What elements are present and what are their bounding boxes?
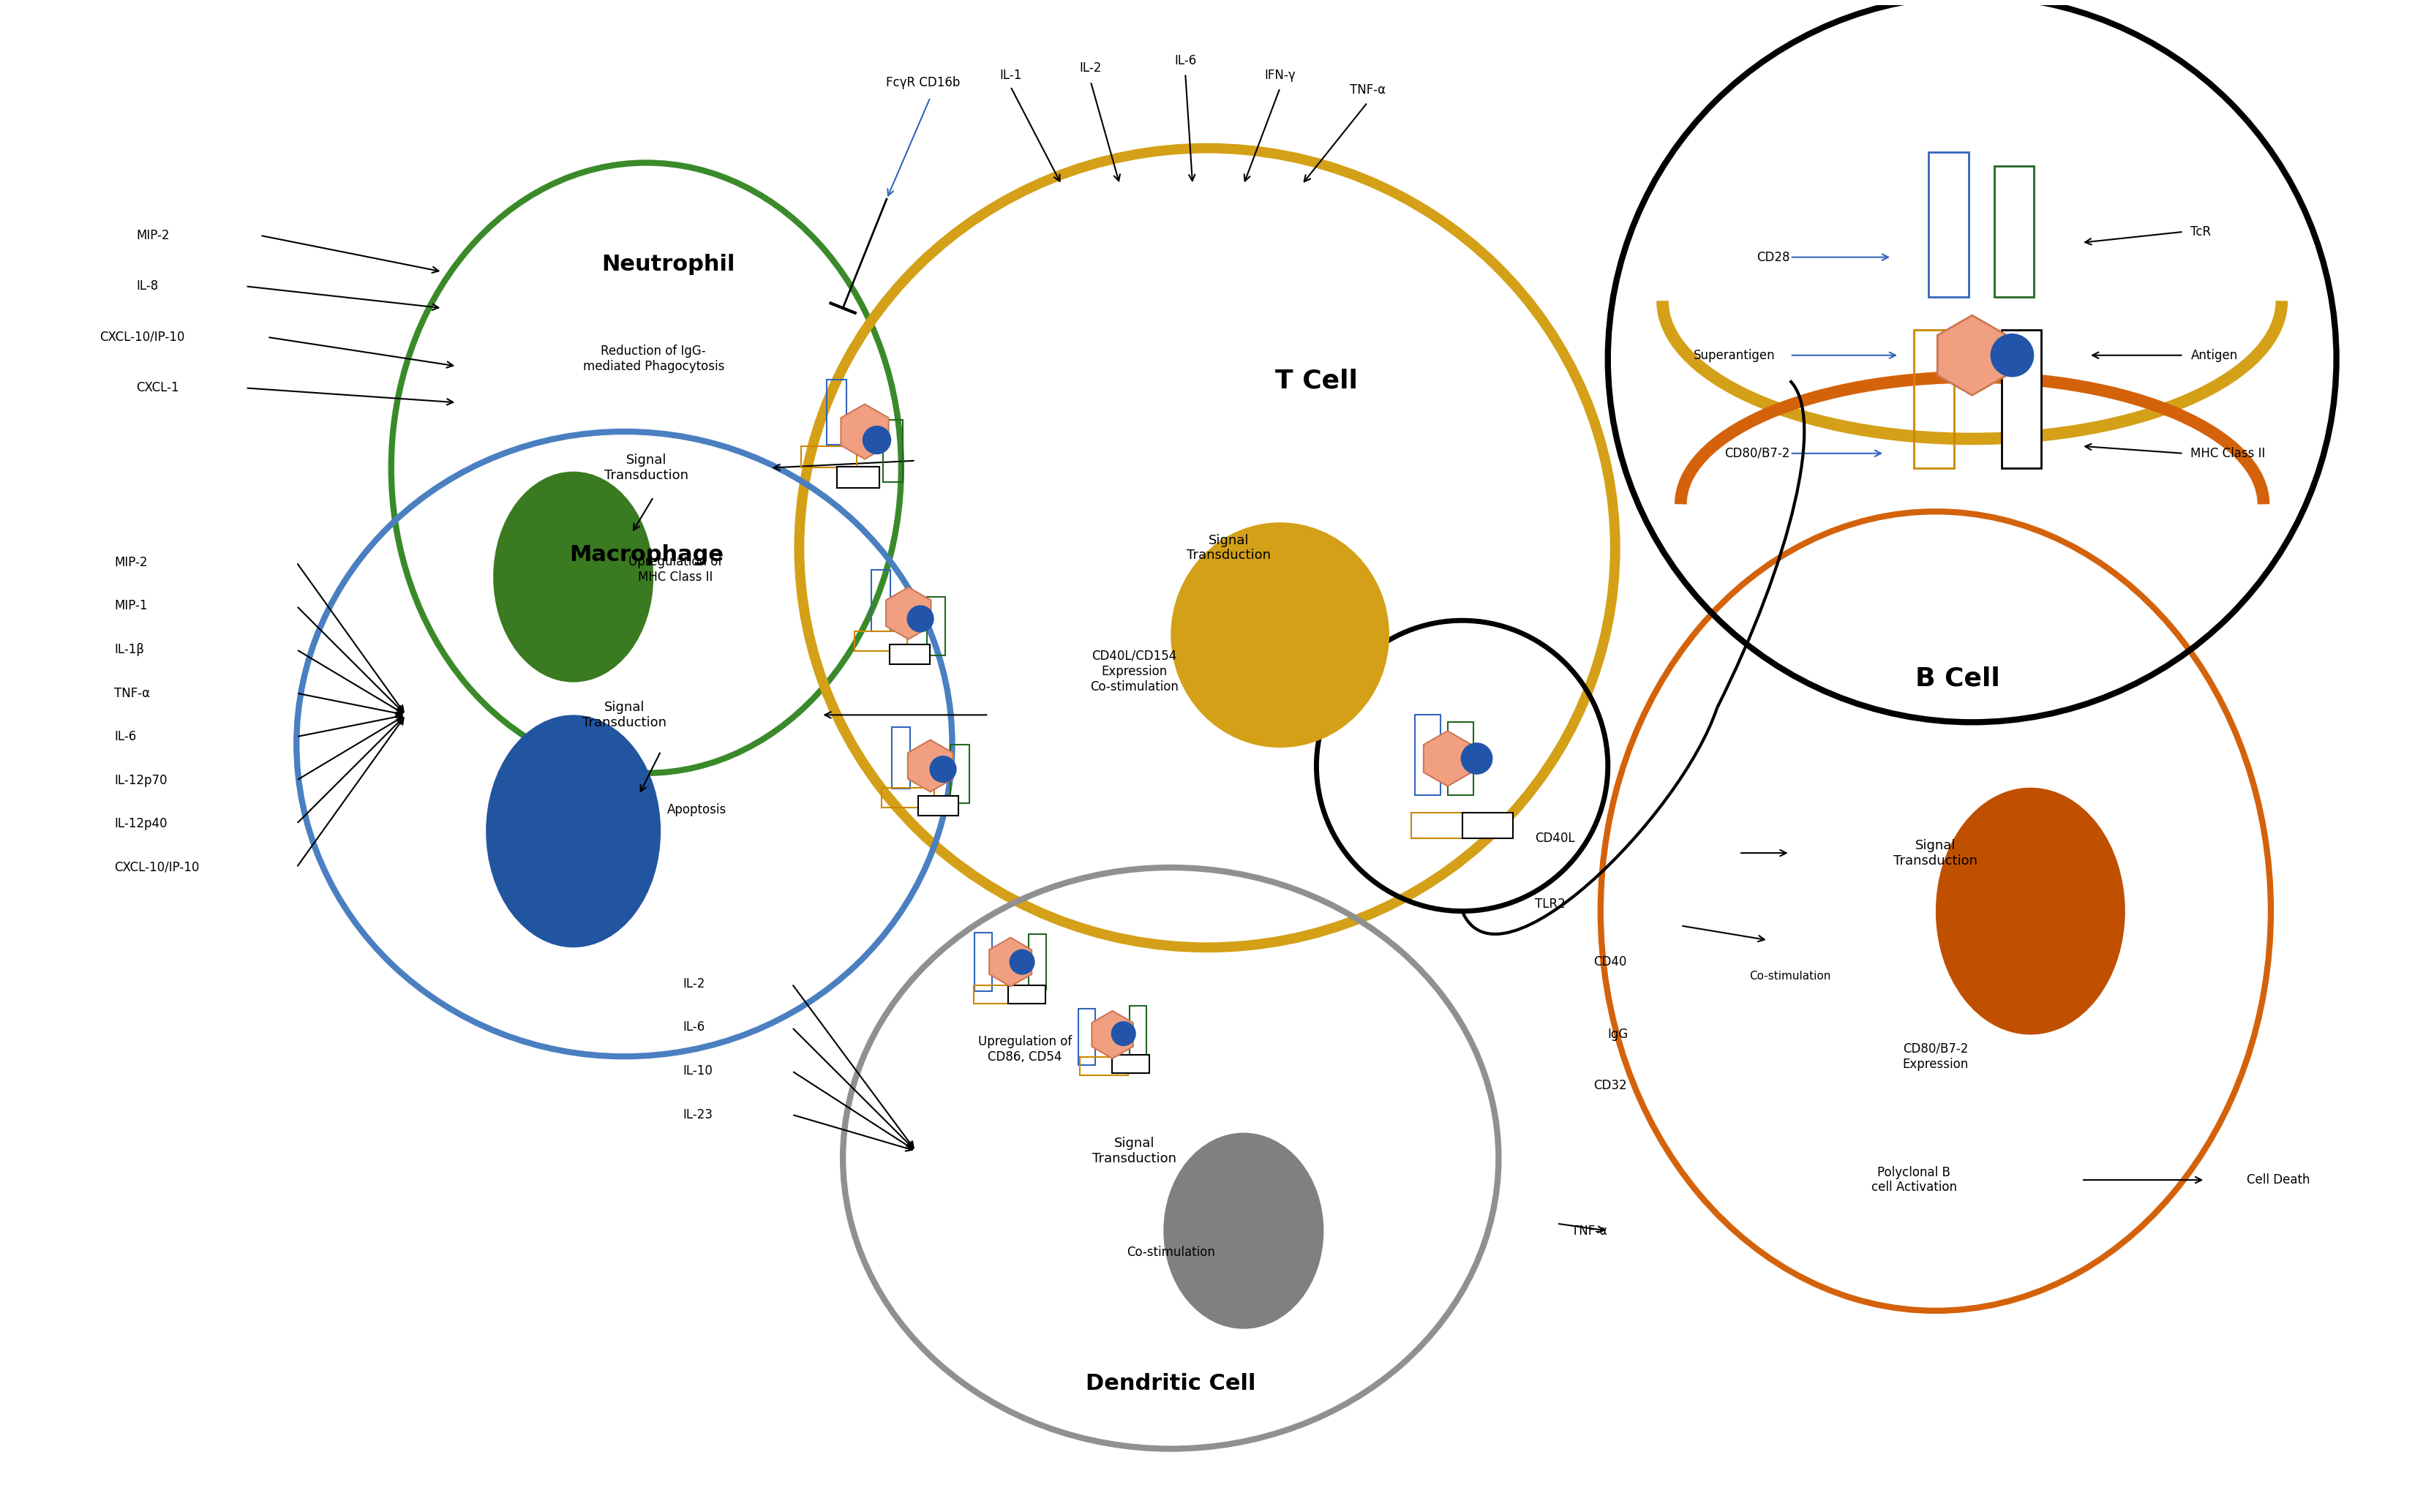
Text: Co-stimulation: Co-stimulation [1750, 971, 1830, 981]
Text: TNF-α: TNF-α [1572, 1225, 1606, 1237]
Text: MIP-2: MIP-2 [136, 228, 170, 242]
Text: TNF-α: TNF-α [114, 686, 151, 700]
Text: CXCL-1: CXCL-1 [136, 381, 180, 395]
Text: IL-23: IL-23 [682, 1108, 713, 1122]
Text: IgG: IgG [1609, 1028, 1628, 1042]
Bar [888, 644, 930, 664]
Text: Signal
Transduction: Signal Transduction [1188, 534, 1271, 562]
Text: CD28: CD28 [1757, 251, 1789, 263]
Text: Co-stimulation: Co-stimulation [1127, 1246, 1215, 1259]
Bar [1081, 1057, 1129, 1075]
Text: IL-8: IL-8 [136, 280, 158, 293]
Text: IL-2: IL-2 [682, 977, 706, 990]
Text: CD40L: CD40L [1536, 832, 1575, 845]
Text: CD40: CD40 [1594, 956, 1626, 969]
Bar [884, 420, 903, 482]
Text: Signal
Transduction: Signal Transduction [582, 700, 667, 729]
Text: MIP-1: MIP-1 [114, 599, 148, 612]
Text: Signal
Transduction: Signal Transduction [1093, 1137, 1176, 1166]
Ellipse shape [1171, 523, 1390, 747]
Bar [1412, 813, 1470, 839]
Bar [974, 933, 993, 990]
Bar [1928, 151, 1969, 298]
Text: TNF-α: TNF-α [1348, 83, 1385, 97]
Circle shape [1460, 742, 1492, 774]
Text: Signal
Transduction: Signal Transduction [604, 454, 689, 482]
Text: Reduction of IgG-
mediated Phagocytosis: Reduction of IgG- mediated Phagocytosis [582, 345, 725, 373]
Bar [2001, 330, 2042, 467]
Text: T Cell: T Cell [1275, 369, 1358, 393]
Bar [1078, 1009, 1095, 1066]
Bar [974, 986, 1025, 1004]
Text: MHC Class II: MHC Class II [2191, 448, 2266, 460]
Bar [918, 797, 959, 816]
Text: Neutrophil: Neutrophil [601, 254, 735, 275]
Bar [1993, 166, 2035, 298]
Text: IL-2: IL-2 [1081, 62, 1103, 76]
Text: B Cell: B Cell [1916, 667, 2001, 691]
Bar [801, 446, 857, 467]
Bar [871, 570, 891, 631]
Text: CD32: CD32 [1594, 1080, 1626, 1092]
Text: Apoptosis: Apoptosis [667, 803, 728, 816]
Bar [854, 631, 908, 650]
Ellipse shape [1935, 788, 2125, 1034]
Text: Upregulation of
MHC Class II: Upregulation of MHC Class II [628, 555, 723, 584]
Text: CD80/B7-2
Expression: CD80/B7-2 Expression [1903, 1042, 1969, 1070]
Text: IL-10: IL-10 [682, 1064, 713, 1078]
Text: MIP-2: MIP-2 [114, 556, 148, 569]
Text: IFN-γ: IFN-γ [1263, 70, 1295, 82]
Text: TcR: TcR [2191, 225, 2210, 239]
Text: IL-1β: IL-1β [114, 643, 144, 656]
Bar [891, 727, 910, 789]
Ellipse shape [1163, 1132, 1324, 1329]
Bar [1414, 715, 1441, 795]
Circle shape [862, 426, 891, 455]
Text: IL-12p40: IL-12p40 [114, 818, 168, 830]
Text: Dendritic Cell: Dendritic Cell [1086, 1373, 1256, 1394]
Text: FcγR CD16b: FcγR CD16b [886, 76, 959, 89]
Bar [1030, 934, 1047, 989]
Bar [1448, 723, 1473, 795]
Bar [1129, 1005, 1146, 1060]
Bar [1112, 1055, 1149, 1074]
Text: Macrophage: Macrophage [570, 544, 723, 565]
Text: TLR2: TLR2 [1536, 897, 1565, 910]
Text: Cell Death: Cell Death [2247, 1173, 2310, 1187]
Circle shape [1110, 1021, 1137, 1046]
Text: IL-6: IL-6 [1173, 54, 1198, 68]
Bar [1463, 813, 1514, 839]
Bar [837, 467, 879, 487]
Text: Superantigen: Superantigen [1694, 349, 1774, 361]
Text: IL-6: IL-6 [114, 730, 136, 744]
Text: Signal
Transduction: Signal Transduction [1894, 839, 1979, 868]
Bar [828, 380, 847, 445]
Text: IL-12p70: IL-12p70 [114, 774, 168, 786]
Ellipse shape [494, 472, 652, 682]
Text: CD40L/CD154
Expression
Co-stimulation: CD40L/CD154 Expression Co-stimulation [1090, 650, 1178, 692]
Circle shape [1991, 334, 2035, 376]
Bar [1008, 986, 1047, 1004]
Text: Polyclonal B
cell Activation: Polyclonal B cell Activation [1872, 1166, 1957, 1194]
Bar [927, 597, 944, 655]
Text: CXCL-10/IP-10: CXCL-10/IP-10 [114, 860, 200, 874]
Text: IL-1: IL-1 [1000, 70, 1022, 82]
Text: Antigen: Antigen [2191, 349, 2237, 361]
Ellipse shape [487, 715, 660, 948]
Bar [952, 744, 969, 803]
Circle shape [930, 756, 957, 783]
Text: CD80/B7-2: CD80/B7-2 [1726, 448, 1789, 460]
Bar [881, 788, 935, 807]
Bar [1913, 330, 1955, 467]
Circle shape [1010, 950, 1034, 975]
Circle shape [908, 605, 935, 632]
Text: CXCL-10/IP-10: CXCL-10/IP-10 [100, 331, 185, 343]
Text: Upregulation of
CD86, CD54: Upregulation of CD86, CD54 [978, 1036, 1071, 1063]
Text: IL-6: IL-6 [682, 1021, 706, 1034]
